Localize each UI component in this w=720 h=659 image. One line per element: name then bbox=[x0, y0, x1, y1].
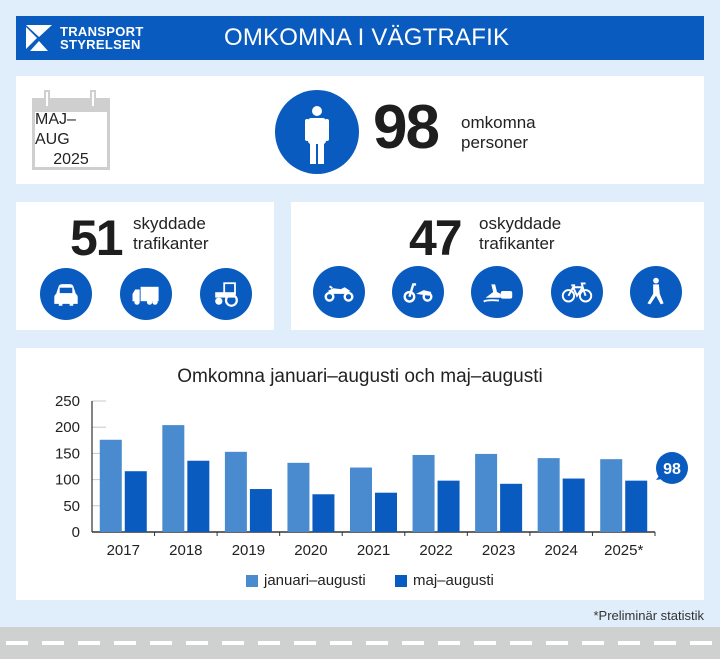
road-decoration bbox=[0, 627, 720, 659]
transportstyrelsen-logo: TRANSPORT STYRELSEN bbox=[26, 25, 206, 51]
road-dash bbox=[78, 641, 100, 645]
road-dash bbox=[42, 641, 64, 645]
total-deaths: 98 bbox=[373, 93, 440, 162]
person-icon bbox=[275, 90, 359, 174]
tractor-icon bbox=[200, 268, 252, 320]
period-year: 2025 bbox=[53, 150, 89, 168]
legend-item-jan-aug: januari–augusti bbox=[246, 572, 366, 589]
road-dash bbox=[366, 641, 388, 645]
road-dash bbox=[330, 641, 352, 645]
bicycle-icon bbox=[551, 266, 603, 318]
road-dash bbox=[618, 641, 640, 645]
legend-swatch-jan-aug bbox=[246, 574, 258, 587]
road-dash bbox=[6, 641, 28, 645]
road-dash bbox=[654, 641, 676, 645]
logo-line1: TRANSPORT bbox=[60, 24, 144, 39]
road-dash bbox=[690, 641, 712, 645]
footnote-preliminary: *Preliminär statistik bbox=[593, 608, 704, 623]
road-dash bbox=[546, 641, 568, 645]
truck-icon bbox=[120, 268, 172, 320]
road-dash bbox=[582, 641, 604, 645]
protected-count: 51 bbox=[70, 210, 124, 266]
road-dash bbox=[114, 641, 136, 645]
protected-road-users-card: 51 skyddade trafikanter bbox=[16, 202, 274, 330]
chart-title: Omkomna januari–augusti och maj–augusti bbox=[177, 366, 543, 387]
snowmobile-icon bbox=[471, 266, 523, 318]
unprotected-label: oskyddade trafikanter bbox=[479, 214, 562, 253]
unprotected-road-users-card: 47 oskyddade trafikanter bbox=[291, 202, 704, 330]
pedestrian-icon bbox=[630, 266, 682, 318]
road-dash bbox=[150, 641, 172, 645]
total-label: omkomna personer bbox=[461, 113, 536, 152]
car-icon bbox=[40, 268, 92, 320]
logo-line2: STYRELSEN bbox=[60, 37, 141, 52]
page-title: OMKOMNA I VÄGTRAFIK bbox=[224, 24, 510, 51]
calendar-icon: MAJ–AUG 2025 bbox=[32, 90, 110, 170]
period-months: MAJ–AUG bbox=[35, 110, 76, 148]
header-banner: TRANSPORT STYRELSEN OMKOMNA I VÄGTRAFIK bbox=[16, 16, 704, 60]
road-dash bbox=[258, 641, 280, 645]
motorcycle-icon bbox=[313, 266, 365, 318]
unprotected-count: 47 bbox=[409, 210, 463, 266]
road-dash bbox=[438, 641, 460, 645]
summary-card: MAJ–AUG 2025 98 omkomna personer bbox=[16, 76, 704, 184]
road-dash bbox=[474, 641, 496, 645]
road-dash bbox=[510, 641, 532, 645]
legend-swatch-maj-aug bbox=[395, 574, 407, 587]
logo-mark-icon bbox=[26, 25, 52, 51]
road-dash bbox=[402, 641, 424, 645]
chart-card: Omkomna januari–augusti och maj–augusti bbox=[16, 348, 704, 600]
moped-icon bbox=[392, 266, 444, 318]
road-dash bbox=[222, 641, 244, 645]
road-dash bbox=[294, 641, 316, 645]
road-dash bbox=[186, 641, 208, 645]
protected-label: skyddade trafikanter bbox=[133, 214, 209, 253]
legend-item-maj-aug: maj–augusti bbox=[395, 572, 494, 589]
